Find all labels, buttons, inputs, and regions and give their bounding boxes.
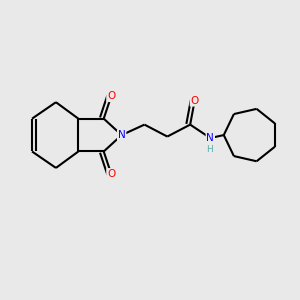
Text: H: H [206, 145, 213, 154]
Text: N: N [118, 130, 125, 140]
Text: O: O [107, 169, 115, 179]
Text: N: N [206, 133, 214, 143]
Text: O: O [190, 96, 199, 106]
Text: O: O [107, 91, 115, 101]
